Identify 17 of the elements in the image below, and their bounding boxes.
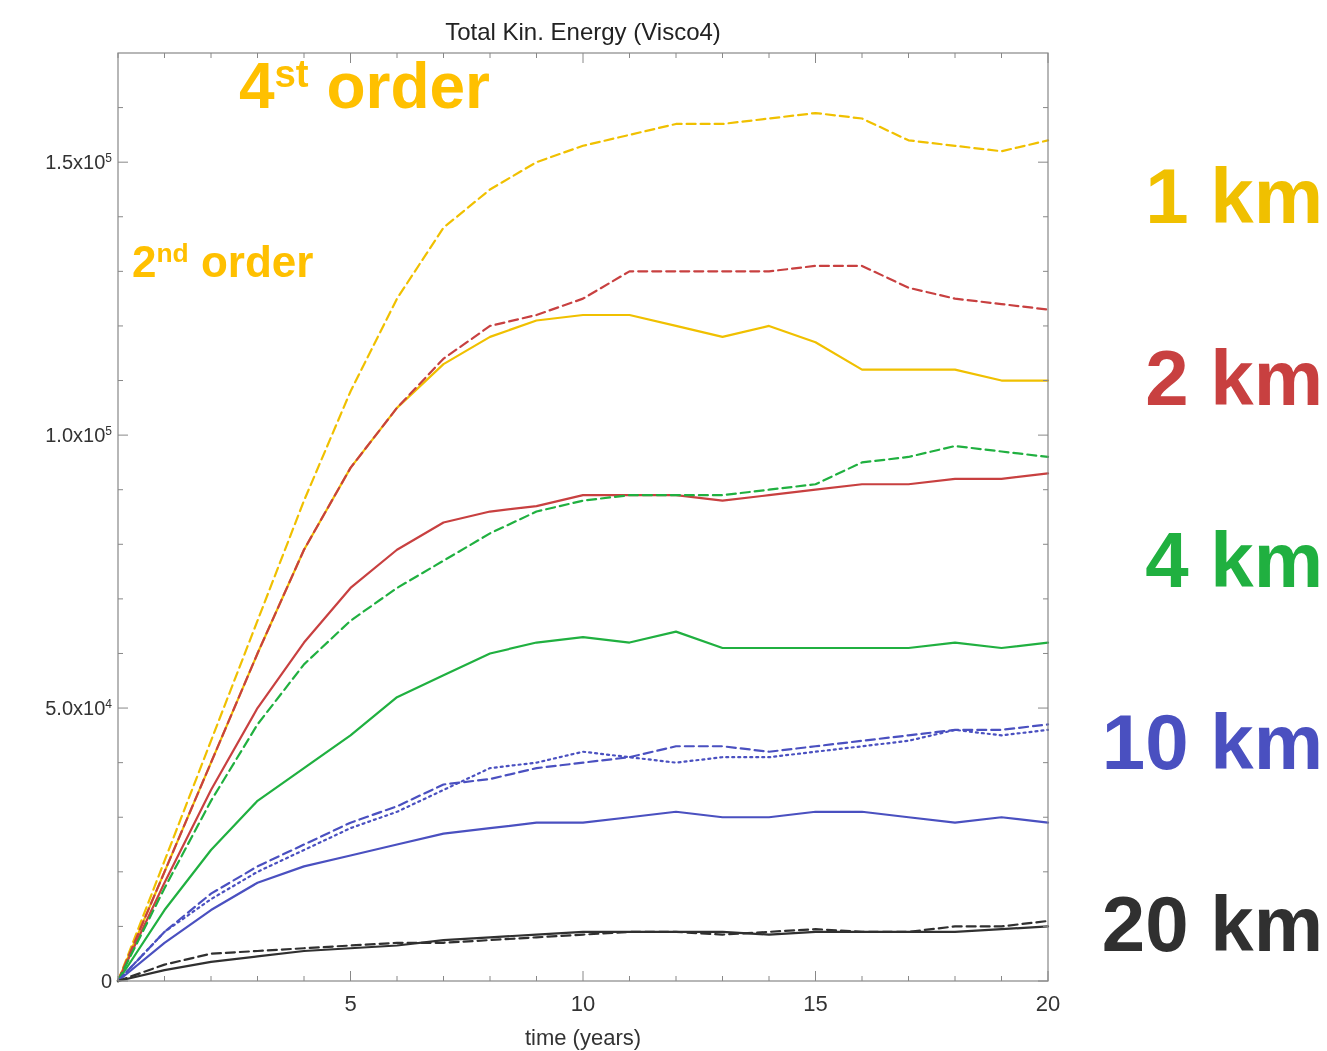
x-tick-label: 20 (1035, 991, 1061, 1016)
series-label: 10 km (1101, 698, 1323, 786)
x-tick-label: 15 (803, 991, 828, 1016)
y-tick-label: 1.0x10$^{5}$ (45, 424, 113, 447)
y-tick-label: 0 (100, 970, 112, 992)
annotation: 4$^{st}$ order (238, 49, 491, 122)
annotation: 2$^{nd}$ order (131, 236, 314, 286)
series-label: 4 km (1145, 516, 1323, 604)
x-axis-title: time (years) (524, 1025, 642, 1050)
y-tick-label: 1.5x10$^{5}$ (45, 151, 113, 174)
x-tick-label: 10 (570, 991, 596, 1016)
series-label: 1 km (1145, 152, 1323, 240)
chart-title: Total Kin. Energy (Visco4) (445, 18, 721, 45)
series-label: 2 km (1145, 334, 1323, 422)
x-tick-label: 5 (344, 991, 357, 1016)
y-tick-label: 5.0x10$^{4}$ (45, 697, 113, 720)
series-label: 20 km (1101, 880, 1323, 968)
